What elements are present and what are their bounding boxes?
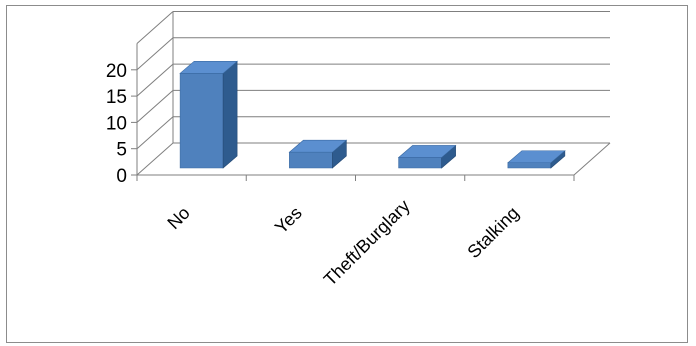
bar-front-1 (289, 151, 333, 169)
y-axis-tick-labels: 0 5 10 15 20 (106, 61, 127, 187)
bar-front-3 (507, 162, 552, 169)
chart-gridlines (136, 11, 610, 176)
gridline-side-10 (136, 90, 174, 123)
chart-bars (179, 60, 566, 169)
bar-3 (507, 150, 566, 169)
bar-top-0 (179, 61, 238, 74)
chart-walls (131, 11, 611, 181)
chart-area (6, 5, 688, 343)
bar-top-1 (288, 139, 348, 153)
gridline-side-5 (136, 116, 174, 150)
x-category-label-0: No (163, 203, 193, 233)
x-axis-category-labels: No Yes Theft/Burglary Stalking (163, 196, 522, 290)
bar-0 (179, 60, 238, 169)
bar-1 (288, 139, 348, 169)
bar-side-0 (222, 60, 238, 169)
y-tick-label-20: 20 (106, 61, 127, 82)
bar-2 (397, 144, 457, 169)
x-category-label-3: Stalking (463, 203, 522, 262)
bar-front-0 (179, 73, 224, 169)
bar-top-2 (397, 145, 457, 158)
gridline-side-15 (136, 63, 174, 97)
y-tick-label-10: 10 (106, 113, 127, 134)
gridline-side-0 (136, 142, 174, 176)
y-tick-label-0: 0 (116, 166, 127, 187)
bar-top-3 (507, 150, 566, 164)
y-tick-label-15: 15 (106, 87, 127, 108)
floor-right-edge (573, 142, 611, 176)
y-tick-label-5: 5 (116, 140, 127, 161)
x-category-label-1: Yes (271, 203, 306, 238)
x-category-label-2: Theft/Burglary (320, 196, 414, 290)
gridline-side-25 (136, 11, 174, 44)
gridline-side-20 (136, 37, 174, 71)
bar-front-2 (398, 157, 442, 169)
